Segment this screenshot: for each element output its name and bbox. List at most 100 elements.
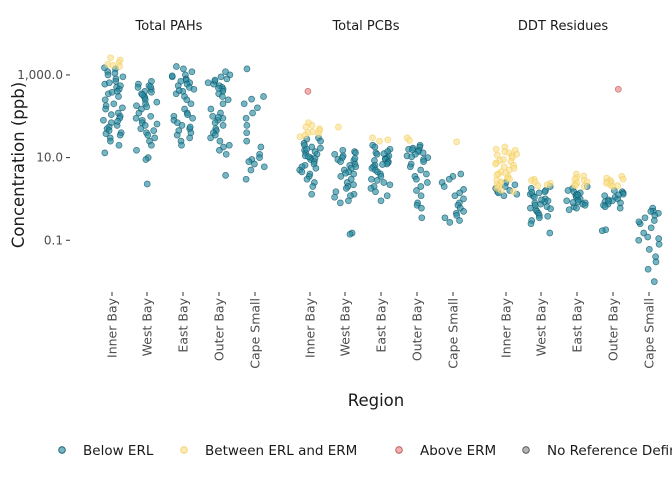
data-point-below <box>101 149 109 157</box>
data-point-below <box>112 77 120 85</box>
data-point-between <box>107 54 114 62</box>
data-point-below <box>139 91 146 99</box>
data-point-below <box>345 197 352 205</box>
data-point-below <box>538 196 545 204</box>
data-point-below <box>204 79 212 87</box>
x-axis-title: Region <box>348 391 405 410</box>
data-point-below <box>418 204 425 212</box>
data-points <box>100 54 663 285</box>
data-point-below <box>240 100 248 108</box>
data-point-below <box>303 175 311 183</box>
data-point-below <box>216 146 223 154</box>
data-point-below <box>598 227 606 235</box>
data-point-between <box>497 187 505 194</box>
data-point-between <box>302 123 310 131</box>
data-point-below <box>441 214 449 222</box>
data-point-below <box>147 83 154 91</box>
data-point-below <box>547 205 554 213</box>
data-point-below <box>380 179 388 186</box>
x-tick-label: West Bay <box>534 297 549 356</box>
data-point-between <box>109 62 117 69</box>
data-point-below <box>565 206 573 214</box>
data-point-below <box>180 65 187 73</box>
data-point-below <box>143 180 151 188</box>
data-point-below <box>148 141 155 149</box>
data-point-below <box>581 201 589 209</box>
legend-key-above <box>395 446 403 454</box>
data-point-below <box>119 104 126 112</box>
data-point-below <box>655 235 663 242</box>
data-point-between <box>572 182 579 189</box>
x-tick-label: Inner Bay <box>303 297 318 358</box>
data-point-between <box>406 137 413 144</box>
data-point-below <box>190 85 198 93</box>
data-point-below <box>616 204 624 212</box>
data-point-below <box>223 75 231 83</box>
y-axis-title: Concentration (ppb) <box>9 82 28 248</box>
data-point-below <box>151 134 159 142</box>
data-point-below <box>383 192 391 200</box>
legend-label: Above ERM <box>420 443 496 459</box>
data-point-below <box>331 193 338 201</box>
x-tick-label: East Bay <box>176 297 191 352</box>
data-point-below <box>243 129 251 137</box>
data-point-below <box>189 114 196 122</box>
data-point-between <box>534 182 542 189</box>
data-point-below <box>137 125 145 133</box>
data-point-below <box>105 79 113 87</box>
data-point-below <box>260 163 268 171</box>
data-point-between <box>492 160 499 168</box>
legend-label: Below ERL <box>83 443 154 459</box>
data-point-below <box>456 217 463 224</box>
data-point-between <box>506 175 513 183</box>
data-point-below <box>342 185 350 192</box>
legend: Below ERL Between ERL and ERM Above ERM No … <box>58 443 672 459</box>
data-point-below <box>535 189 543 197</box>
data-point-below <box>247 166 255 174</box>
data-point-below <box>116 131 124 139</box>
data-point-below <box>546 229 554 237</box>
data-point-below <box>574 191 582 199</box>
data-point-below <box>346 230 354 238</box>
data-point-between <box>296 133 304 141</box>
data-point-below <box>644 265 652 273</box>
data-point-between <box>315 130 322 137</box>
data-point-below <box>372 188 379 196</box>
x-tick-label: West Bay <box>140 297 155 356</box>
data-point-below <box>379 161 386 168</box>
data-point-below <box>342 169 349 177</box>
data-point-below <box>418 214 426 222</box>
data-point-below <box>143 103 151 111</box>
legend-key-between <box>180 446 188 454</box>
data-point-below <box>563 197 571 205</box>
data-point-below <box>173 63 180 70</box>
data-point-below <box>645 246 653 253</box>
data-point-between <box>376 137 383 145</box>
data-point-below <box>371 143 379 151</box>
data-point-below <box>102 130 110 137</box>
data-point-below <box>641 214 649 222</box>
data-point-below <box>386 181 394 189</box>
data-point-below <box>153 98 161 106</box>
data-point-below <box>312 164 320 172</box>
x-tick-label: Outer Bay <box>410 297 425 361</box>
data-point-below <box>133 146 140 154</box>
data-point-between <box>580 183 588 190</box>
data-point-below <box>650 278 658 285</box>
data-point-below <box>178 122 186 129</box>
facet-strip-label: Total PAHs <box>135 19 203 34</box>
data-point-below <box>102 105 109 113</box>
data-point-between <box>583 178 591 186</box>
data-point-below <box>101 96 109 104</box>
data-point-below <box>219 93 226 100</box>
data-point-between <box>500 163 508 171</box>
data-point-above <box>304 88 312 95</box>
data-point-below <box>317 137 324 145</box>
data-point-below <box>337 158 344 165</box>
data-point-below <box>183 96 191 104</box>
data-point-below <box>115 93 122 100</box>
data-point-below <box>219 122 227 129</box>
data-point-between <box>609 183 616 190</box>
data-point-between <box>493 151 501 159</box>
data-point-between <box>116 63 123 70</box>
